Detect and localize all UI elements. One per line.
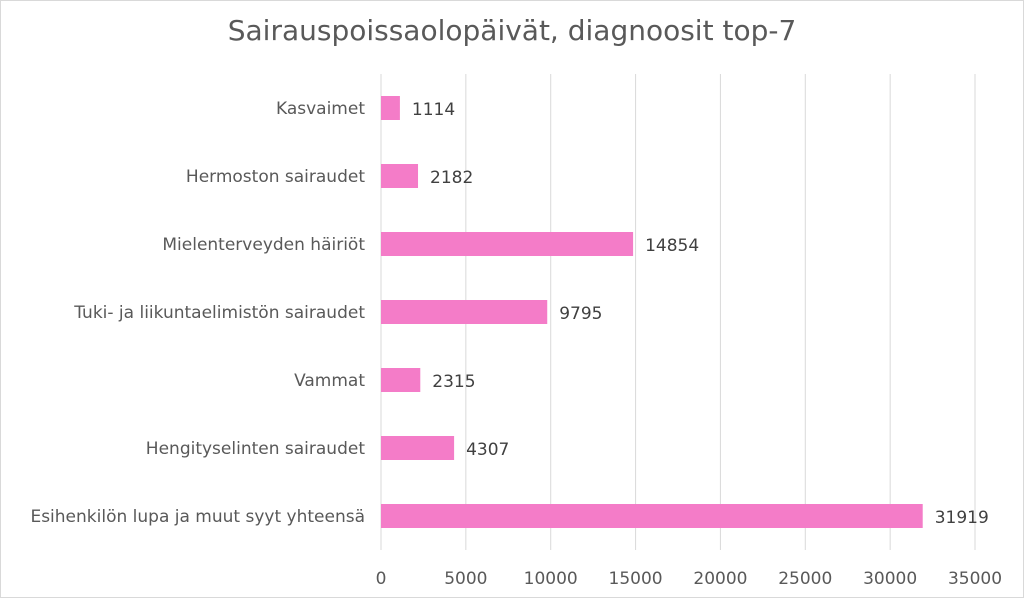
x-tick-label: 25000 [778, 569, 832, 589]
category-label: Vammat [294, 371, 365, 391]
value-label: 2315 [432, 372, 475, 392]
value-label: 4307 [466, 440, 509, 460]
category-labels: Kasvaimet Hermoston sairaudet Mielentervey… [30, 99, 365, 527]
x-tick-label: 10000 [524, 569, 578, 589]
gridlines [380, 74, 976, 550]
x-tick-labels: 0 5000 10000 15000 20000 25000 30000 35000 [376, 569, 1002, 589]
category-label: Hermoston sairaudet [186, 167, 365, 187]
x-tick-label: 20000 [693, 569, 747, 589]
bar [381, 300, 548, 324]
category-label: Tuki- ja liikuntaelimistön sairaudet [73, 303, 365, 323]
value-label: 1114 [412, 100, 455, 120]
x-tick-label: 30000 [863, 569, 917, 589]
x-tick-label: 15000 [609, 569, 663, 589]
bars [381, 96, 923, 528]
category-label: Esihenkilön lupa ja muut syyt yhteensä [30, 507, 365, 527]
bar [381, 232, 634, 256]
bar [381, 96, 400, 120]
x-tick-label: 35000 [948, 569, 1002, 589]
bar [381, 164, 419, 188]
category-label: Hengityselinten sairaudet [146, 439, 366, 459]
value-label: 2182 [430, 168, 473, 188]
bar [381, 436, 455, 460]
value-label: 14854 [645, 236, 699, 256]
bar [381, 504, 923, 528]
x-tick-label: 5000 [444, 569, 487, 589]
value-labels: 1114 2182 14854 9795 2315 4307 31919 [412, 100, 989, 528]
bar [381, 368, 421, 392]
chart-title: Sairauspoissaolopäivät, diagnoosit top-7 [227, 14, 797, 47]
value-label: 9795 [559, 304, 602, 324]
x-tick-label: 0 [376, 569, 387, 589]
value-label: 31919 [935, 508, 989, 528]
category-label: Mielenterveyden häiriöt [162, 235, 365, 255]
category-label: Kasvaimet [276, 99, 365, 119]
